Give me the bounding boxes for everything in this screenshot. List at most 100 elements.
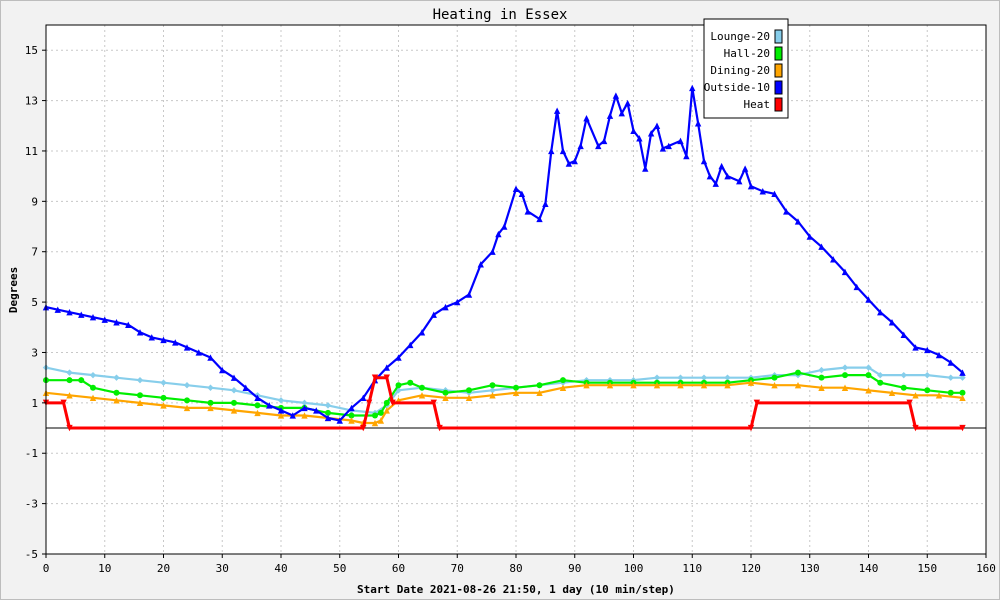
outside-10-point <box>677 137 684 145</box>
dining-20-point <box>183 404 191 412</box>
dining-20-point <box>66 392 73 399</box>
dining-20-point <box>348 417 355 424</box>
outside-10-point <box>89 314 97 321</box>
y-tick-label: 5 <box>31 296 38 309</box>
outside-10-point <box>277 407 285 414</box>
legend-label-lounge-20: Lounge-20 <box>710 30 770 43</box>
outside-10-point <box>148 334 155 341</box>
legend: Lounge-20 Hall-20 Dining-20 Outside-10 Heat <box>703 18 789 119</box>
outside-10-point <box>219 366 226 374</box>
outside-10-point <box>266 402 273 409</box>
outside-10-point <box>501 223 508 230</box>
dining-20-point <box>959 394 966 402</box>
dining-20-point <box>935 392 943 399</box>
series-heat <box>42 374 966 432</box>
outside-10-point <box>512 185 520 192</box>
outside-10-point <box>653 122 661 129</box>
dining-20-point <box>254 409 261 417</box>
series-outside-10 <box>42 84 966 424</box>
dining-20-point <box>377 417 385 424</box>
outside-10-point <box>683 152 690 160</box>
hall-20-point <box>325 409 331 416</box>
legend-swatch-lounge-20 <box>774 29 783 44</box>
heat-point <box>365 399 373 407</box>
dining-20-point <box>653 382 661 389</box>
legend-swatch-outside-10 <box>774 80 783 95</box>
lounge-20-point <box>947 374 954 381</box>
x-tick-label: 90 <box>568 562 581 575</box>
lounge-20-point <box>160 379 167 386</box>
outside-10-point <box>736 177 743 185</box>
outside-10-point <box>489 248 496 255</box>
dining-20-point <box>418 392 426 399</box>
x-axis-title: Start Date 2021-08-26 21:50, 1 day (10 m… <box>357 583 675 596</box>
outside-10-point <box>624 99 631 107</box>
legend-label-dining-20: Dining-20 <box>710 64 770 77</box>
outside-10-point <box>818 243 825 250</box>
dining-20-point <box>559 384 567 391</box>
hall-20-point <box>160 394 167 401</box>
dining-20-point <box>630 382 637 389</box>
lounge-20-point <box>818 366 825 374</box>
dining-20-point <box>747 379 755 386</box>
x-tick-label: 60 <box>392 562 405 575</box>
x-tick-label: 100 <box>624 562 644 575</box>
outside-10-point <box>360 394 367 402</box>
outside-10-point <box>912 344 919 351</box>
hall-20-point <box>442 389 449 396</box>
outside-10-point <box>877 308 884 316</box>
dining-20-point <box>841 384 849 391</box>
outside-10-point <box>442 303 449 311</box>
outside-10-point <box>794 218 802 225</box>
dining-20-point <box>277 412 285 419</box>
heat-point <box>60 399 67 407</box>
dining-20-point <box>230 407 238 414</box>
lounge-20-point <box>959 374 966 381</box>
lounge-20-point <box>865 364 872 371</box>
dining-20-point <box>794 382 802 389</box>
dining-20-point <box>301 412 308 419</box>
outside-10-point <box>606 112 614 119</box>
dining-20-point <box>724 382 731 389</box>
y-tick-label: 3 <box>31 346 38 359</box>
lounge-20-point <box>207 384 214 391</box>
hall-20-point <box>924 387 931 394</box>
outside-10-point <box>747 183 755 190</box>
x-tick-label: 160 <box>976 562 996 575</box>
outside-10-point <box>313 407 320 414</box>
outside-10-point <box>642 165 649 172</box>
legend-swatch-dining-20 <box>774 63 783 78</box>
hall-20-point <box>66 377 73 384</box>
lounge-20-point <box>677 374 684 381</box>
dining-20-point <box>606 382 614 389</box>
x-tick-label: 120 <box>741 562 761 575</box>
outside-10-point <box>600 137 608 145</box>
outside-10-point <box>407 341 414 349</box>
lounge-20-point <box>900 371 907 379</box>
heat-point <box>389 399 396 407</box>
lounge-20-point <box>301 399 308 407</box>
y-tick-label: 13 <box>25 95 38 108</box>
y-tick-label: -1 <box>25 447 38 460</box>
outside-10-point <box>542 200 549 208</box>
dining-20-point <box>677 382 684 389</box>
outside-10-point <box>647 130 655 137</box>
outside-10-point <box>418 329 426 336</box>
legend-swatch-hall-20 <box>774 46 783 61</box>
lounge-20-point <box>230 387 238 394</box>
dining-20-point <box>160 402 167 409</box>
dining-20-point <box>583 382 590 389</box>
hall-20-point <box>383 399 390 406</box>
outside-10-point <box>841 268 849 276</box>
hall-20-point <box>795 369 801 376</box>
outside-10-point <box>636 135 643 142</box>
hall-20-point <box>865 372 872 379</box>
grid-lines <box>46 25 986 555</box>
hall-20-point <box>113 389 120 396</box>
dining-20-point <box>383 407 390 414</box>
x-tick-label: 20 <box>157 562 170 575</box>
outside-10-point <box>830 256 837 263</box>
x-tick-label: 30 <box>216 562 229 575</box>
lounge-20-point <box>841 364 849 371</box>
heat-point <box>753 399 761 407</box>
